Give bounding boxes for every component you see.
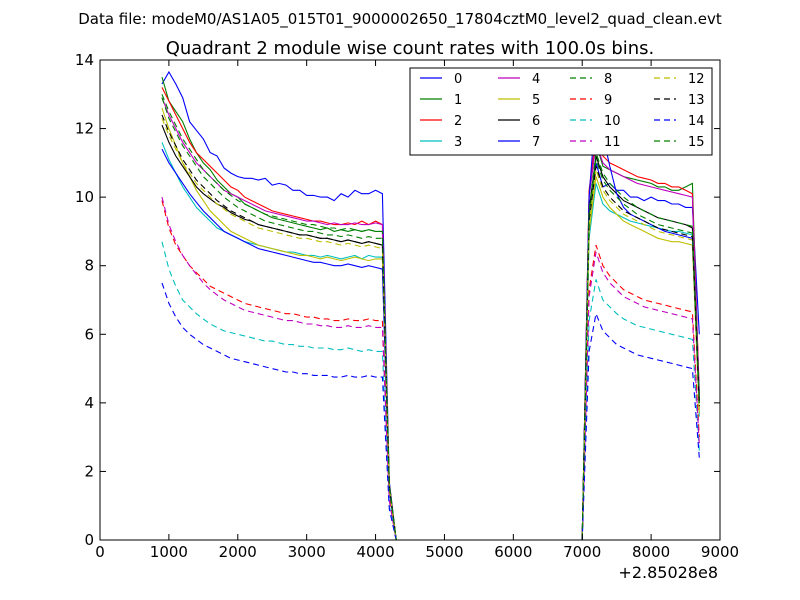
legend-label-5: 5 <box>532 93 540 108</box>
legend-label-7: 7 <box>532 135 540 150</box>
x-tick-label: 9000 <box>701 543 739 561</box>
legend-box <box>409 67 713 156</box>
series-6-line <box>161 124 700 540</box>
x-tick-label: 8000 <box>632 543 670 561</box>
x-tick-label: 3000 <box>288 543 326 561</box>
series-5-line <box>161 107 700 540</box>
x-tick-label: 1000 <box>150 543 188 561</box>
legend-label-11: 11 <box>604 135 621 150</box>
series-1-line <box>161 76 700 540</box>
series-11-line <box>161 196 700 540</box>
legend-label-3: 3 <box>454 135 462 150</box>
legend-label-0: 0 <box>454 72 462 87</box>
x-tick-label: 6000 <box>494 543 532 561</box>
x-offset-label: +2.85028e8 <box>618 563 718 582</box>
y-tick-label: 8 <box>84 257 94 275</box>
y-tick-label: 6 <box>84 325 94 343</box>
series-layer <box>161 70 700 540</box>
series-2-line <box>161 87 700 540</box>
figure-suptitle: Data file: modeM0/AS1A05_015T01_90000026… <box>78 10 722 29</box>
x-tick-label: 2000 <box>219 543 257 561</box>
series-12-line <box>161 118 700 540</box>
chart-title: Quadrant 2 module wise count rates with … <box>166 38 655 59</box>
x-tick-label: 5000 <box>425 543 463 561</box>
legend-label-12: 12 <box>688 72 705 87</box>
series-15-line <box>161 94 700 540</box>
series-9-line <box>161 200 700 540</box>
legend-label-4: 4 <box>532 72 540 87</box>
y-tick-label: 14 <box>75 51 94 69</box>
series-0-line <box>161 70 700 540</box>
y-tick-label: 12 <box>75 120 94 138</box>
x-tick-label: 7000 <box>563 543 601 561</box>
legend-label-10: 10 <box>604 114 621 129</box>
y-tick-label: 10 <box>75 188 94 206</box>
series-10-line <box>161 241 700 540</box>
axis-ticks: 0 1000 2000 3000 4000 5000 6000 7000 8000 9000 0 2 4… <box>75 51 739 561</box>
series-13-line <box>161 114 700 540</box>
legend-label-6: 6 <box>532 114 540 129</box>
y-tick-label: 2 <box>84 462 94 480</box>
legend-label-2: 2 <box>454 114 462 129</box>
series-14-line <box>161 282 700 540</box>
plot-frame <box>99 59 721 541</box>
y-tick-label: 4 <box>84 394 94 412</box>
legend-label-15: 15 <box>688 135 705 150</box>
x-tick-label: 4000 <box>356 543 394 561</box>
legend-label-13: 13 <box>688 93 705 108</box>
y-tick-label: 0 <box>84 531 94 549</box>
legend-label-14: 14 <box>688 114 705 129</box>
x-tick-label: 0 <box>95 543 105 561</box>
legend-label-1: 1 <box>454 93 462 108</box>
legend-label-8: 8 <box>604 72 612 87</box>
legend-label-9: 9 <box>604 93 612 108</box>
